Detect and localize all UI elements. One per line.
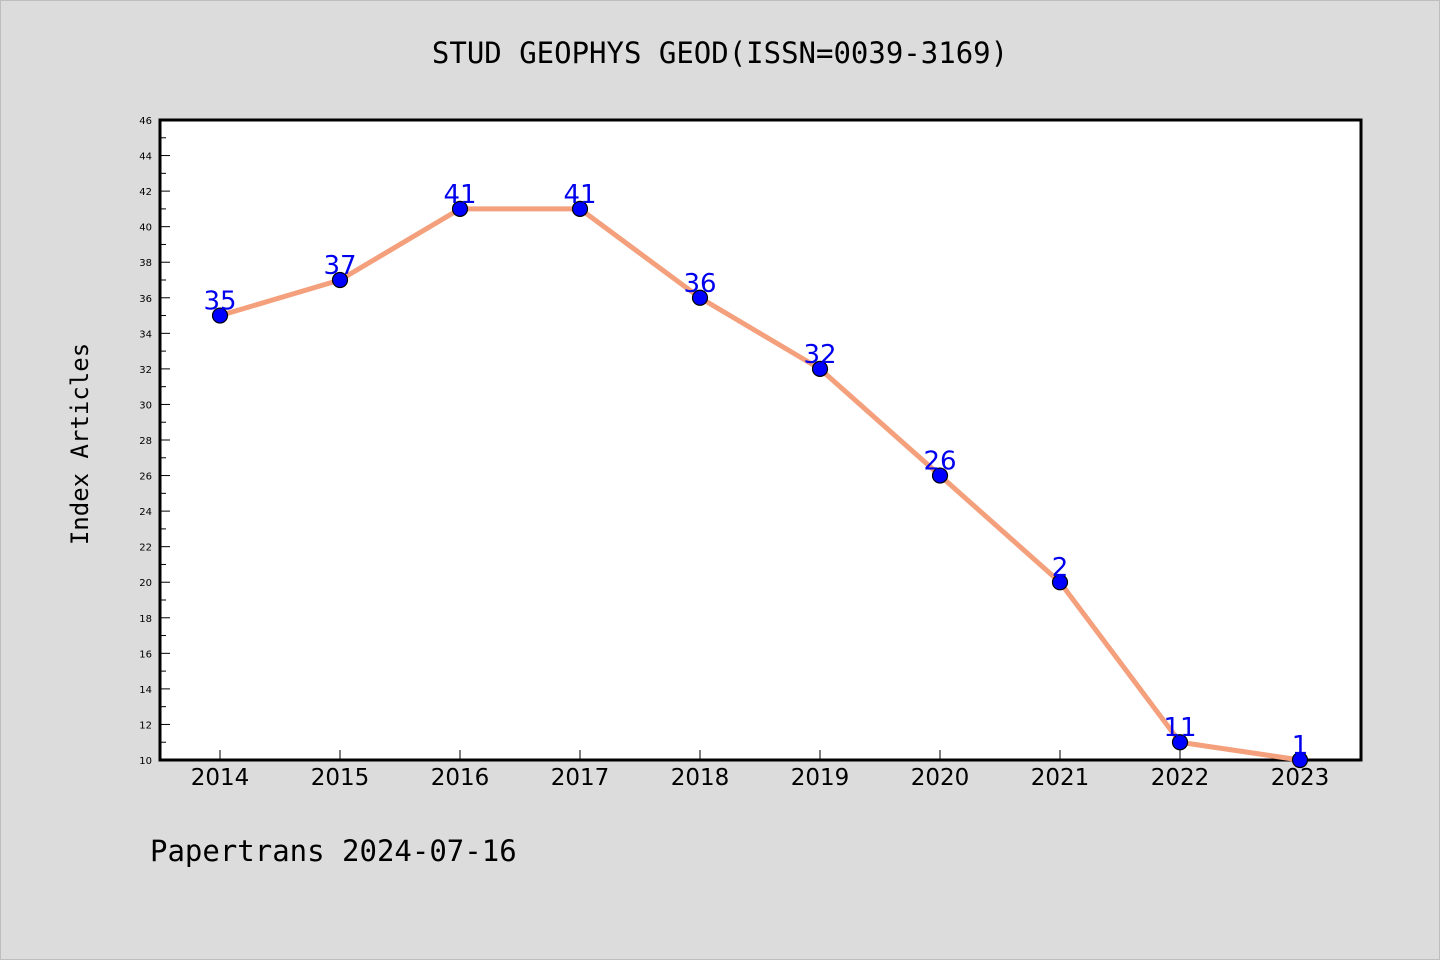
- data-label: 26: [923, 447, 956, 477]
- y-tick-label: 30: [139, 400, 152, 411]
- x-tick-label: 2019: [791, 765, 850, 791]
- data-label: 41: [443, 180, 476, 210]
- data-point: [811, 360, 829, 377]
- x-tick-label: 2021: [1031, 765, 1090, 791]
- data-point: [451, 200, 469, 217]
- y-tick-label: 26: [139, 472, 152, 483]
- x-tick-label: 2022: [1151, 765, 1210, 791]
- data-label: 32: [803, 340, 836, 370]
- x-tick-label: 2018: [671, 765, 730, 791]
- data-point: [331, 271, 349, 289]
- footer-credit: Papertrans 2024-07-16: [150, 834, 517, 868]
- y-tick-label: 10: [139, 756, 152, 767]
- data-label: 35: [203, 287, 236, 317]
- data-label: 36: [683, 269, 716, 299]
- y-tick-label: 12: [139, 720, 152, 731]
- data-label: 1: [1292, 731, 1309, 761]
- y-tick-label: 42: [139, 187, 152, 198]
- y-tick-label: 44: [139, 152, 152, 163]
- y-tick-label: 16: [139, 649, 152, 660]
- data-point: [931, 467, 949, 484]
- y-tick-label: 28: [139, 436, 152, 447]
- data-label: 41: [563, 180, 596, 210]
- data-point: [1051, 574, 1069, 591]
- data-point: [1291, 751, 1309, 769]
- data-label: 2: [1052, 553, 1069, 583]
- data-point: [211, 307, 229, 324]
- plot-area: [158, 118, 1363, 762]
- data-point: [571, 200, 589, 217]
- chart-title: STUD GEOPHYS GEOD(ISSN=0039-3169): [431, 36, 1009, 70]
- y-tick-label: 14: [139, 685, 152, 696]
- y-tick-label: 38: [139, 258, 152, 269]
- y-tick-label: 34: [139, 329, 152, 340]
- data-point: [691, 289, 709, 306]
- x-tick-label: 2017: [551, 765, 610, 791]
- y-tick-label: 46: [139, 116, 152, 127]
- series-line: [217, 206, 1303, 763]
- y-tick-label: 40: [139, 223, 152, 234]
- y-tick-label: 24: [139, 507, 152, 518]
- data-label: 37: [323, 251, 356, 281]
- x-tick-label: 2014: [191, 765, 250, 791]
- data-point: [1171, 734, 1189, 751]
- y-tick-label: 36: [139, 294, 152, 305]
- x-tick-label: 2020: [911, 765, 970, 791]
- y-tick-label: 18: [139, 614, 152, 625]
- y-tick-label: 20: [139, 578, 152, 589]
- x-tick-label: 2015: [311, 765, 370, 791]
- y-tick-label: 22: [139, 543, 152, 554]
- x-tick-label: 2016: [431, 765, 490, 791]
- x-tick-label: 2023: [1271, 765, 1330, 791]
- data-label: 11: [1163, 713, 1196, 743]
- y-tick-label: 32: [139, 365, 152, 376]
